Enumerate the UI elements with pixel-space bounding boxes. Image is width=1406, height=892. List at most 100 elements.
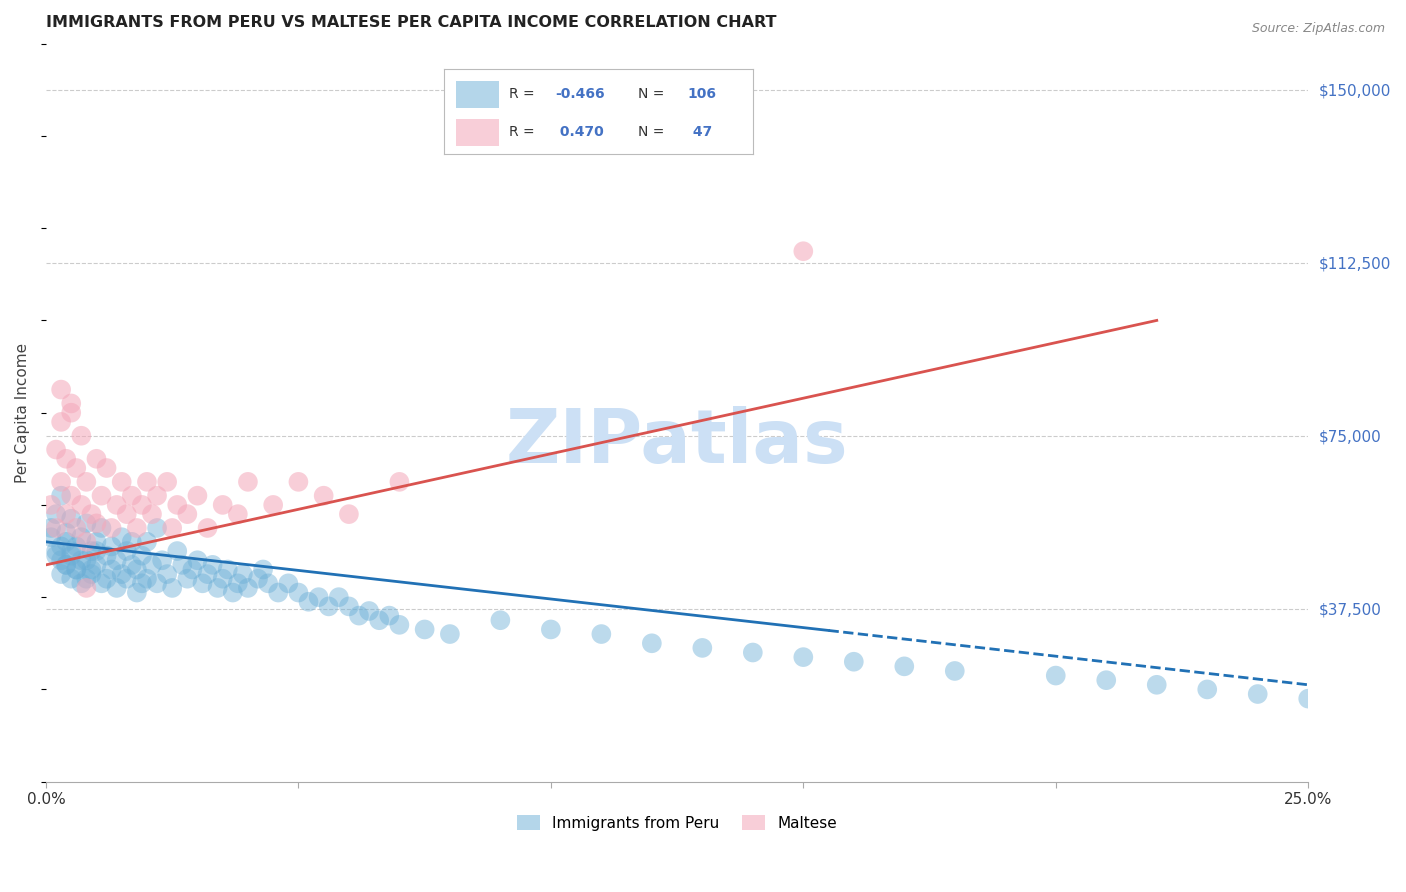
Immigrants from Peru <box>413 623 436 637</box>
Maltese <box>111 475 134 489</box>
Text: IMMIGRANTS FROM PERU VS MALTESE PER CAPITA INCOME CORRELATION CHART: IMMIGRANTS FROM PERU VS MALTESE PER CAPI… <box>46 15 776 30</box>
Immigrants from Peru <box>80 562 103 576</box>
Immigrants from Peru <box>49 553 72 567</box>
Immigrants from Peru <box>1247 687 1270 701</box>
Maltese <box>45 521 67 535</box>
Immigrants from Peru <box>328 590 350 604</box>
Immigrants from Peru <box>318 599 340 614</box>
Immigrants from Peru <box>45 544 67 558</box>
Immigrants from Peru <box>197 567 219 582</box>
Immigrants from Peru <box>65 540 87 554</box>
Immigrants from Peru <box>267 585 290 599</box>
Immigrants from Peru <box>277 576 299 591</box>
Immigrants from Peru <box>211 572 233 586</box>
Y-axis label: Per Capita Income: Per Capita Income <box>15 343 30 483</box>
Immigrants from Peru <box>55 534 77 549</box>
Immigrants from Peru <box>257 576 280 591</box>
Immigrants from Peru <box>150 553 173 567</box>
Legend: Immigrants from Peru, Maltese: Immigrants from Peru, Maltese <box>510 808 844 837</box>
Immigrants from Peru <box>893 659 915 673</box>
Maltese <box>262 498 284 512</box>
Immigrants from Peru <box>96 549 118 563</box>
Immigrants from Peru <box>39 521 62 535</box>
Maltese <box>197 521 219 535</box>
Immigrants from Peru <box>60 512 83 526</box>
Immigrants from Peru <box>232 567 254 582</box>
Immigrants from Peru <box>489 613 512 627</box>
Immigrants from Peru <box>136 534 159 549</box>
Immigrants from Peru <box>75 516 97 531</box>
Maltese <box>96 461 118 475</box>
Maltese <box>160 521 183 535</box>
Immigrants from Peru <box>146 576 169 591</box>
Maltese <box>226 507 249 521</box>
Immigrants from Peru <box>591 627 613 641</box>
Immigrants from Peru <box>105 581 128 595</box>
Maltese <box>45 442 67 457</box>
Immigrants from Peru <box>1095 673 1118 688</box>
Maltese <box>337 507 360 521</box>
Immigrants from Peru <box>166 544 188 558</box>
Maltese <box>176 507 198 521</box>
Immigrants from Peru <box>55 525 77 540</box>
Immigrants from Peru <box>181 562 204 576</box>
Immigrants from Peru <box>75 572 97 586</box>
Maltese <box>65 521 87 535</box>
Maltese <box>49 415 72 429</box>
Immigrants from Peru <box>222 585 245 599</box>
Immigrants from Peru <box>70 530 93 544</box>
Immigrants from Peru <box>70 553 93 567</box>
Maltese <box>211 498 233 512</box>
Immigrants from Peru <box>100 562 122 576</box>
Immigrants from Peru <box>65 562 87 576</box>
Immigrants from Peru <box>217 562 239 576</box>
Immigrants from Peru <box>111 530 134 544</box>
Maltese <box>166 498 188 512</box>
Immigrants from Peru <box>842 655 865 669</box>
Maltese <box>55 451 77 466</box>
Immigrants from Peru <box>90 576 112 591</box>
Immigrants from Peru <box>1146 678 1168 692</box>
Immigrants from Peru <box>131 549 153 563</box>
Immigrants from Peru <box>60 572 83 586</box>
Maltese <box>792 244 814 259</box>
Immigrants from Peru <box>70 576 93 591</box>
Immigrants from Peru <box>55 558 77 572</box>
Immigrants from Peru <box>121 534 143 549</box>
Immigrants from Peru <box>45 549 67 563</box>
Immigrants from Peru <box>186 553 208 567</box>
Immigrants from Peru <box>156 567 179 582</box>
Immigrants from Peru <box>1197 682 1219 697</box>
Immigrants from Peru <box>792 650 814 665</box>
Immigrants from Peru <box>105 553 128 567</box>
Immigrants from Peru <box>641 636 664 650</box>
Immigrants from Peru <box>226 576 249 591</box>
Immigrants from Peru <box>287 585 309 599</box>
Immigrants from Peru <box>60 549 83 563</box>
Immigrants from Peru <box>201 558 224 572</box>
Immigrants from Peru <box>378 608 401 623</box>
Immigrants from Peru <box>943 664 966 678</box>
Immigrants from Peru <box>136 572 159 586</box>
Immigrants from Peru <box>39 530 62 544</box>
Immigrants from Peru <box>86 558 108 572</box>
Maltese <box>70 498 93 512</box>
Immigrants from Peru <box>368 613 391 627</box>
Immigrants from Peru <box>125 585 148 599</box>
Maltese <box>86 451 108 466</box>
Maltese <box>388 475 411 489</box>
Immigrants from Peru <box>1296 691 1319 706</box>
Immigrants from Peru <box>741 646 763 660</box>
Maltese <box>65 461 87 475</box>
Immigrants from Peru <box>160 581 183 595</box>
Immigrants from Peru <box>146 521 169 535</box>
Maltese <box>60 406 83 420</box>
Immigrants from Peru <box>60 544 83 558</box>
Maltese <box>90 489 112 503</box>
Immigrants from Peru <box>692 640 714 655</box>
Maltese <box>121 489 143 503</box>
Maltese <box>60 396 83 410</box>
Maltese <box>125 521 148 535</box>
Immigrants from Peru <box>359 604 381 618</box>
Maltese <box>55 507 77 521</box>
